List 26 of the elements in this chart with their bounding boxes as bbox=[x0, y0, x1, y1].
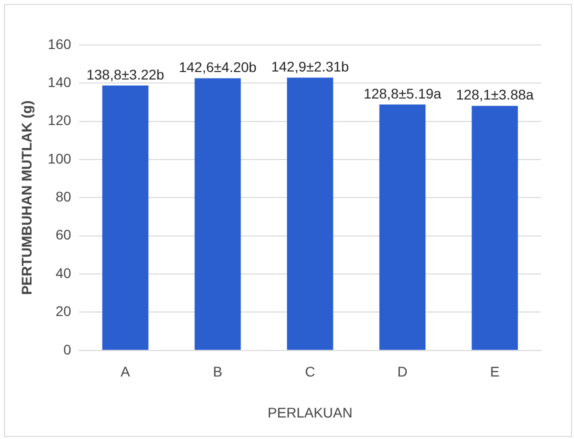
y-tick-label: 140 bbox=[48, 74, 72, 90]
data-label: 142,9±2.31b bbox=[271, 58, 350, 74]
y-tick-label: 60 bbox=[56, 226, 72, 243]
y-tick-label: 120 bbox=[48, 112, 72, 128]
y-axis-title: PERTUMBUHAN MUTLAK (g) bbox=[18, 100, 34, 295]
bar bbox=[472, 106, 518, 350]
bar bbox=[102, 85, 148, 350]
y-tick-label: 160 bbox=[48, 36, 72, 52]
y-tick-label: 0 bbox=[63, 341, 72, 358]
y-tick-label: 100 bbox=[48, 150, 72, 166]
data-label: 128,8±5.19a bbox=[364, 85, 442, 102]
data-label: 138,8±3.22b bbox=[86, 66, 164, 82]
x-axis-title: PERLAKUAN bbox=[268, 404, 352, 420]
x-tick-label: C bbox=[305, 364, 316, 380]
x-tick-label: E bbox=[490, 364, 500, 380]
bar bbox=[286, 78, 334, 350]
x-tick-label: D bbox=[397, 364, 408, 380]
bar bbox=[379, 104, 426, 350]
bar bbox=[194, 78, 241, 350]
y-tick-label: 80 bbox=[56, 188, 72, 205]
data-label: 142,6±4.20b bbox=[178, 59, 257, 76]
y-tick-label: 40 bbox=[56, 264, 72, 281]
y-tick-label: 20 bbox=[56, 303, 72, 320]
data-label: 128,1±3.88a bbox=[456, 86, 534, 103]
x-tick-label: A bbox=[120, 364, 131, 380]
x-tick-label: B bbox=[213, 364, 222, 380]
